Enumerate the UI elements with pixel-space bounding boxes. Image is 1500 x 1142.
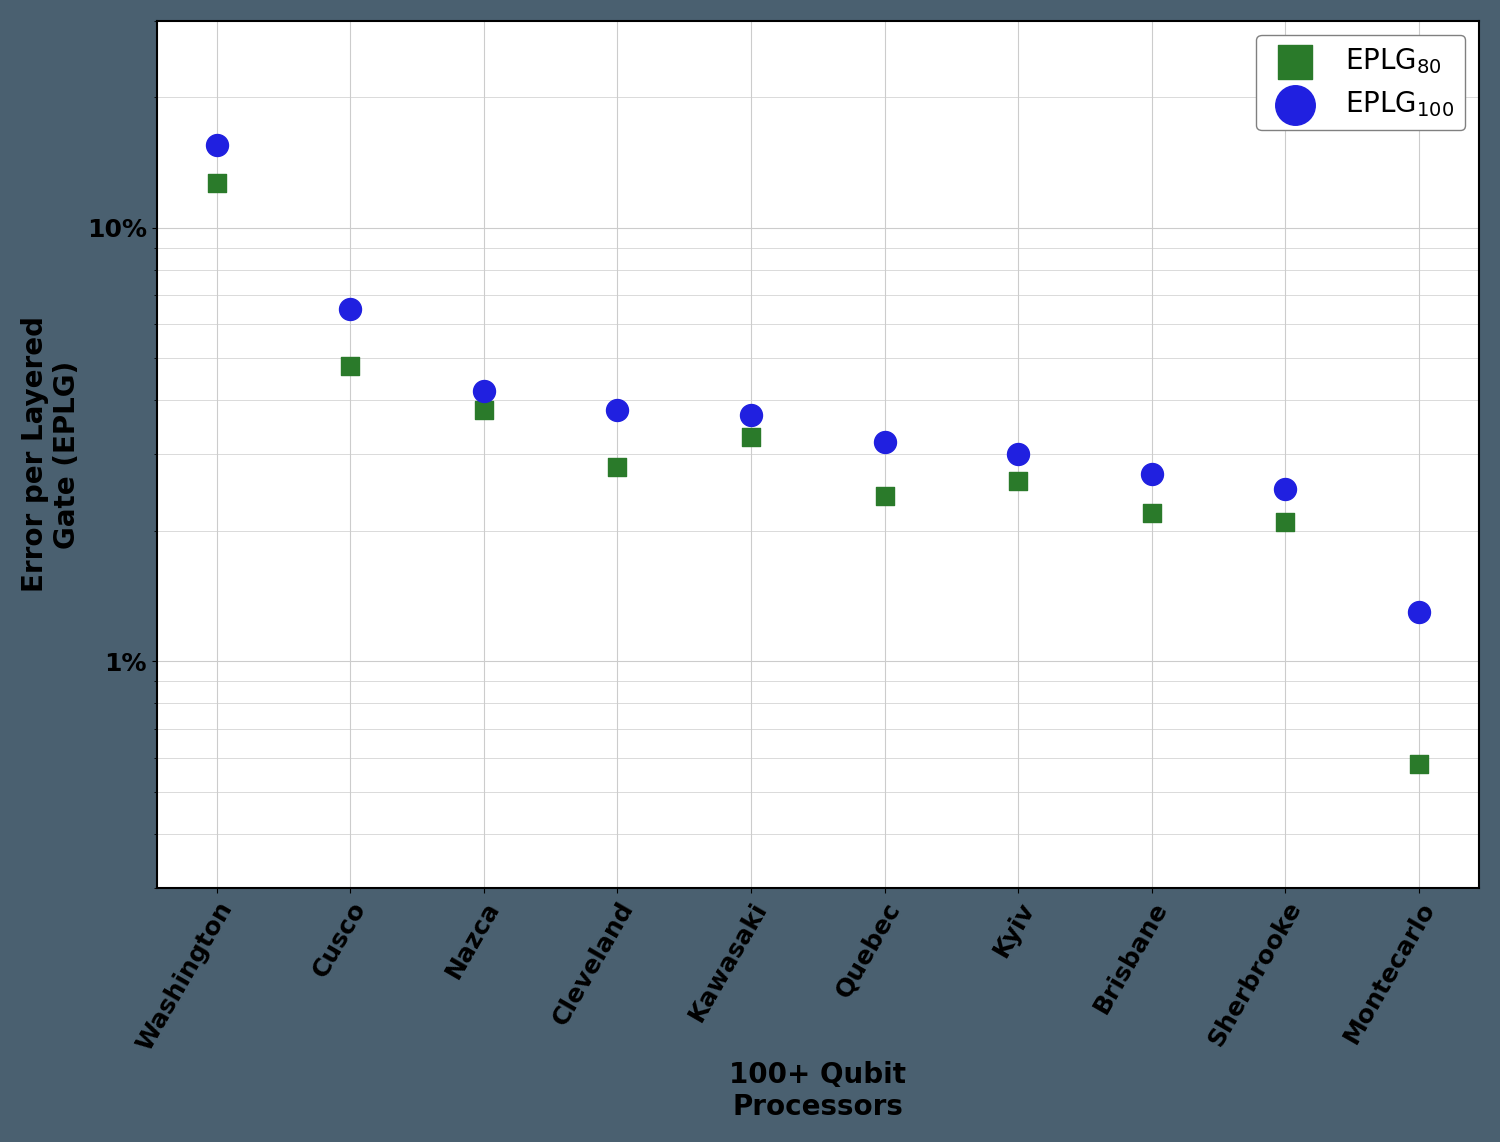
- Y-axis label: Error per Layered
Gate (EPLG): Error per Layered Gate (EPLG): [21, 316, 81, 593]
- EPLG$_{80}$: [1140, 504, 1164, 522]
- EPLG$_{100}$: [1274, 480, 1298, 498]
- EPLG$_{100}$: [1140, 465, 1164, 483]
- EPLG$_{80}$: [1274, 513, 1298, 531]
- EPLG$_{80}$: [606, 458, 630, 476]
- EPLG$_{100}$: [606, 401, 630, 419]
- EPLG$_{100}$: [1007, 445, 1031, 464]
- EPLG$_{80}$: [740, 427, 764, 445]
- EPLG$_{100}$: [472, 381, 496, 400]
- EPLG$_{100}$: [338, 299, 362, 317]
- EPLG$_{100}$: [873, 433, 897, 451]
- EPLG$_{80}$: [1007, 473, 1031, 491]
- EPLG$_{100}$: [1407, 603, 1431, 621]
- EPLG$_{100}$: [204, 136, 228, 154]
- EPLG$_{80}$: [204, 174, 228, 192]
- X-axis label: 100+ Qubit
Processors: 100+ Qubit Processors: [729, 1061, 906, 1121]
- EPLG$_{80}$: [338, 356, 362, 375]
- Legend: EPLG$_{80}$, EPLG$_{100}$: EPLG$_{80}$, EPLG$_{100}$: [1256, 34, 1466, 130]
- EPLG$_{80}$: [472, 401, 496, 419]
- EPLG$_{100}$: [740, 405, 764, 424]
- EPLG$_{80}$: [873, 488, 897, 506]
- EPLG$_{80}$: [1407, 755, 1431, 773]
